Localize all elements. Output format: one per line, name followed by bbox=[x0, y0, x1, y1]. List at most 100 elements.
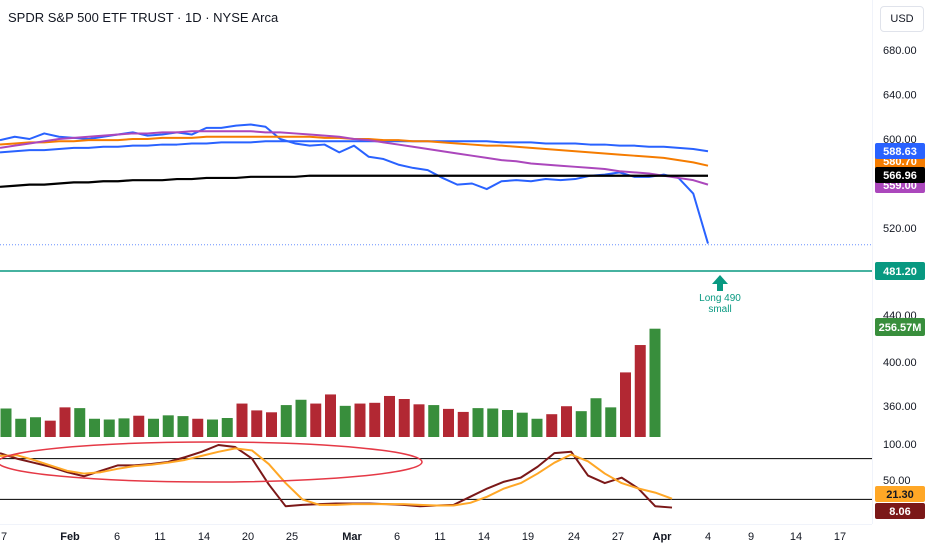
volume-bar bbox=[177, 416, 189, 437]
volume-bar bbox=[44, 420, 56, 437]
up-arrow-icon bbox=[712, 275, 728, 284]
price-tick-label: 640.00 bbox=[883, 90, 917, 102]
volume-bar bbox=[413, 404, 425, 437]
up-arrow-stem bbox=[717, 284, 723, 291]
volume-bar bbox=[192, 418, 204, 437]
volume-bar bbox=[0, 408, 12, 437]
long-490-annotation: Long 490 small bbox=[699, 275, 741, 315]
price-layer bbox=[0, 123, 709, 244]
volume-bar bbox=[516, 412, 528, 437]
ma-black-value-label-bg bbox=[875, 167, 925, 183]
stochastic-layer bbox=[0, 441, 673, 509]
time-tick-label: 19 bbox=[522, 531, 534, 543]
volume-bar bbox=[310, 403, 322, 437]
volume-bar bbox=[634, 345, 646, 437]
volume-bar bbox=[162, 415, 174, 437]
currency-button[interactable]: USD bbox=[880, 6, 924, 32]
volume-bar bbox=[133, 415, 145, 437]
volume-bar bbox=[590, 398, 602, 437]
price-tick-label: 520.00 bbox=[883, 223, 917, 235]
volume-bar bbox=[118, 418, 130, 437]
price-axis-separator bbox=[872, 0, 873, 524]
volume-value-label: 256.57M bbox=[879, 322, 922, 334]
stoch-k-line bbox=[0, 444, 673, 509]
time-tick-label: 24 bbox=[568, 531, 580, 543]
stoch-k-value-label-bg bbox=[875, 503, 925, 519]
volume-bar bbox=[575, 411, 587, 437]
volume-bar bbox=[280, 405, 292, 437]
time-tick-label: 7 bbox=[1, 531, 7, 543]
price-value-label-bg bbox=[875, 143, 925, 159]
stoch-tick-label: 50.00 bbox=[883, 475, 911, 487]
volume-bar bbox=[354, 403, 366, 437]
price-tick-label: 400.00 bbox=[883, 357, 917, 369]
volume-bar bbox=[74, 408, 86, 437]
volume-bar bbox=[221, 418, 233, 437]
stoch-k-value-label: 8.06 bbox=[889, 506, 910, 518]
time-axis-separator bbox=[0, 524, 872, 525]
volume-bar bbox=[472, 408, 484, 437]
volume-bar bbox=[620, 372, 631, 437]
volume-bar bbox=[325, 394, 336, 437]
stoch-d-line bbox=[0, 447, 673, 507]
volume-bar bbox=[251, 410, 263, 437]
volume-bar bbox=[369, 402, 381, 437]
price-line bbox=[0, 123, 709, 244]
volume-bar bbox=[561, 406, 572, 437]
time-tick-label: 14 bbox=[790, 531, 802, 543]
time-tick-label: 17 bbox=[834, 531, 846, 543]
support-value-label-bg bbox=[875, 262, 925, 280]
axis-layer: 680.00640.00600.00560.00520.00440.00400.… bbox=[1, 45, 917, 543]
volume-bar bbox=[103, 419, 115, 437]
time-tick-label: 6 bbox=[394, 531, 400, 543]
volume-bar bbox=[457, 411, 469, 437]
time-tick-label: 25 bbox=[286, 531, 298, 543]
volume-bar bbox=[339, 405, 351, 437]
ma-black-value-label: 566.96 bbox=[883, 170, 917, 182]
highlight-ellipse bbox=[0, 441, 423, 483]
stoch-d-value-label: 21.30 bbox=[886, 489, 914, 501]
time-tick-label: 4 bbox=[705, 531, 711, 543]
time-tick-label: 11 bbox=[434, 531, 445, 543]
time-tick-label: Apr bbox=[653, 531, 673, 543]
volume-bar bbox=[487, 408, 499, 437]
volume-bar bbox=[546, 414, 558, 437]
chart-title: SPDR S&P 500 ETF TRUST · 1D · NYSE Arca bbox=[8, 10, 279, 25]
time-tick-label: 14 bbox=[478, 531, 490, 543]
ma-blue-line bbox=[0, 140, 709, 154]
time-tick-label: 11 bbox=[154, 531, 165, 543]
volume-bar bbox=[398, 399, 410, 437]
time-tick-label: 27 bbox=[612, 531, 624, 543]
time-tick-label: 14 bbox=[198, 531, 210, 543]
volume-bar bbox=[207, 419, 218, 437]
time-tick-label: 6 bbox=[114, 531, 120, 543]
annotation-line-1: Long 490 bbox=[699, 293, 741, 304]
annotation-line-2: small bbox=[708, 304, 732, 315]
volume-bar bbox=[59, 407, 71, 437]
support-value-label: 481.20 bbox=[883, 266, 917, 278]
volume-bar bbox=[649, 328, 661, 437]
time-tick-label: Mar bbox=[342, 531, 362, 543]
volume-bar bbox=[428, 405, 440, 437]
time-tick-label: Feb bbox=[60, 531, 80, 543]
time-tick-label: 20 bbox=[242, 531, 254, 543]
price-tick-label: 360.00 bbox=[883, 401, 917, 413]
volume-bar bbox=[15, 418, 27, 437]
volume-value-label-bg bbox=[875, 318, 925, 336]
stoch-tick-label: 100.00 bbox=[883, 439, 917, 451]
volume-bar bbox=[30, 417, 41, 437]
volume-layer bbox=[0, 328, 661, 437]
price-tick-label: 680.00 bbox=[883, 45, 917, 57]
volume-bar bbox=[443, 408, 454, 437]
time-tick-label: 9 bbox=[748, 531, 754, 543]
volume-bar bbox=[605, 407, 617, 437]
ma-black-line bbox=[0, 174, 708, 188]
volume-bar bbox=[266, 412, 277, 437]
ma-purple-line bbox=[0, 130, 709, 186]
volume-bar bbox=[531, 418, 543, 437]
price-value-label: 588.63 bbox=[883, 146, 917, 158]
stoch-d-value-label-bg bbox=[875, 486, 925, 502]
volume-bar bbox=[236, 403, 248, 437]
volume-bar bbox=[295, 399, 307, 437]
